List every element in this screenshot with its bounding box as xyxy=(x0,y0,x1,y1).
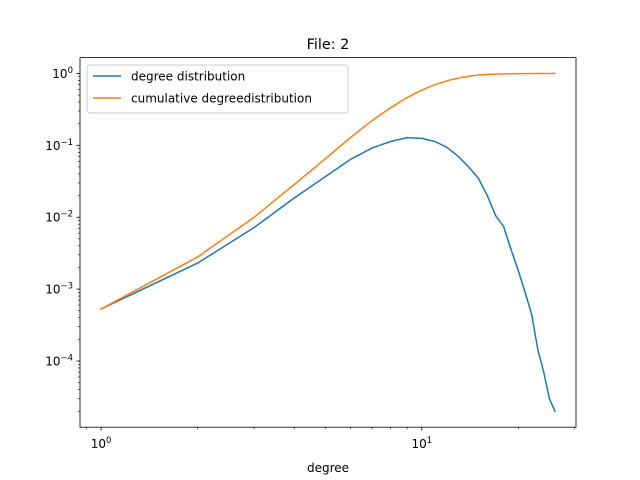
legend: degree distribution cumulative degreedis… xyxy=(86,64,349,114)
y-tick-label-1: 10−3 xyxy=(45,282,73,297)
y-tick-label-4: 100 xyxy=(52,66,73,81)
y-tick-label-0: 10−4 xyxy=(45,353,73,368)
series-line-0 xyxy=(100,136,556,413)
chart-title: File: 2 xyxy=(307,37,350,53)
x-axis-label: degree xyxy=(307,461,349,475)
y-tick-label-2: 10−2 xyxy=(45,210,73,225)
legend-box xyxy=(86,64,349,114)
x-tick-label-0: 100 xyxy=(91,436,112,451)
series-layer xyxy=(100,72,556,413)
x-tick-label-1: 101 xyxy=(411,436,432,451)
axes-layer: 100 101 10−4 10−3 10−2 10−1 100 xyxy=(45,66,576,451)
y-tick-label-3: 10−1 xyxy=(45,138,73,153)
legend-label-degree-distribution: degree distribution xyxy=(131,70,245,84)
series-line-1 xyxy=(100,72,556,310)
legend-label-cumulative-degreedistribution: cumulative degreedistribution xyxy=(131,92,312,106)
plot-frame xyxy=(79,57,577,428)
